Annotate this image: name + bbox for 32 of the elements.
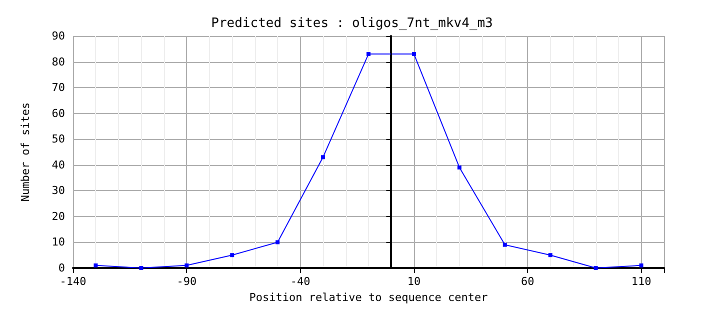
y-tick-label: 20: [52, 210, 65, 223]
x-tick-label: -90: [176, 275, 197, 288]
x-axis-title: Position relative to sequence center: [249, 290, 488, 304]
x-tick-label: -140: [60, 275, 86, 288]
y-tick-label: 80: [52, 55, 65, 68]
point: [94, 263, 98, 268]
y-tick-label: 60: [52, 106, 65, 120]
x-tick-label: 110: [631, 275, 652, 288]
x-tick-label: 60: [520, 275, 534, 288]
x-tick-label: 10: [407, 275, 421, 288]
point: [139, 266, 144, 270]
y-tick-label: 0: [58, 262, 65, 274]
y-tick-label: 30: [52, 184, 65, 198]
y-tick-label: 40: [52, 158, 65, 172]
y-axis-title: Number of sites: [19, 102, 32, 202]
y-tick-label: 10: [52, 236, 65, 249]
point: [184, 263, 189, 268]
chart-title: Predicted sites : oligos_7nt_mkv4_m3: [211, 16, 493, 31]
point: [502, 242, 507, 247]
y-tick-label: 90: [52, 30, 65, 42]
point: [412, 52, 416, 56]
point: [639, 263, 644, 268]
point: [276, 240, 280, 244]
point: [457, 165, 462, 170]
point: [594, 266, 598, 270]
point: [230, 253, 234, 258]
point: [366, 52, 370, 56]
point: [548, 253, 552, 258]
x-tick-label: -40: [290, 275, 310, 288]
y-tick-label: 50: [52, 132, 65, 146]
point: [321, 155, 326, 160]
y-tick-label: 70: [52, 81, 65, 94]
